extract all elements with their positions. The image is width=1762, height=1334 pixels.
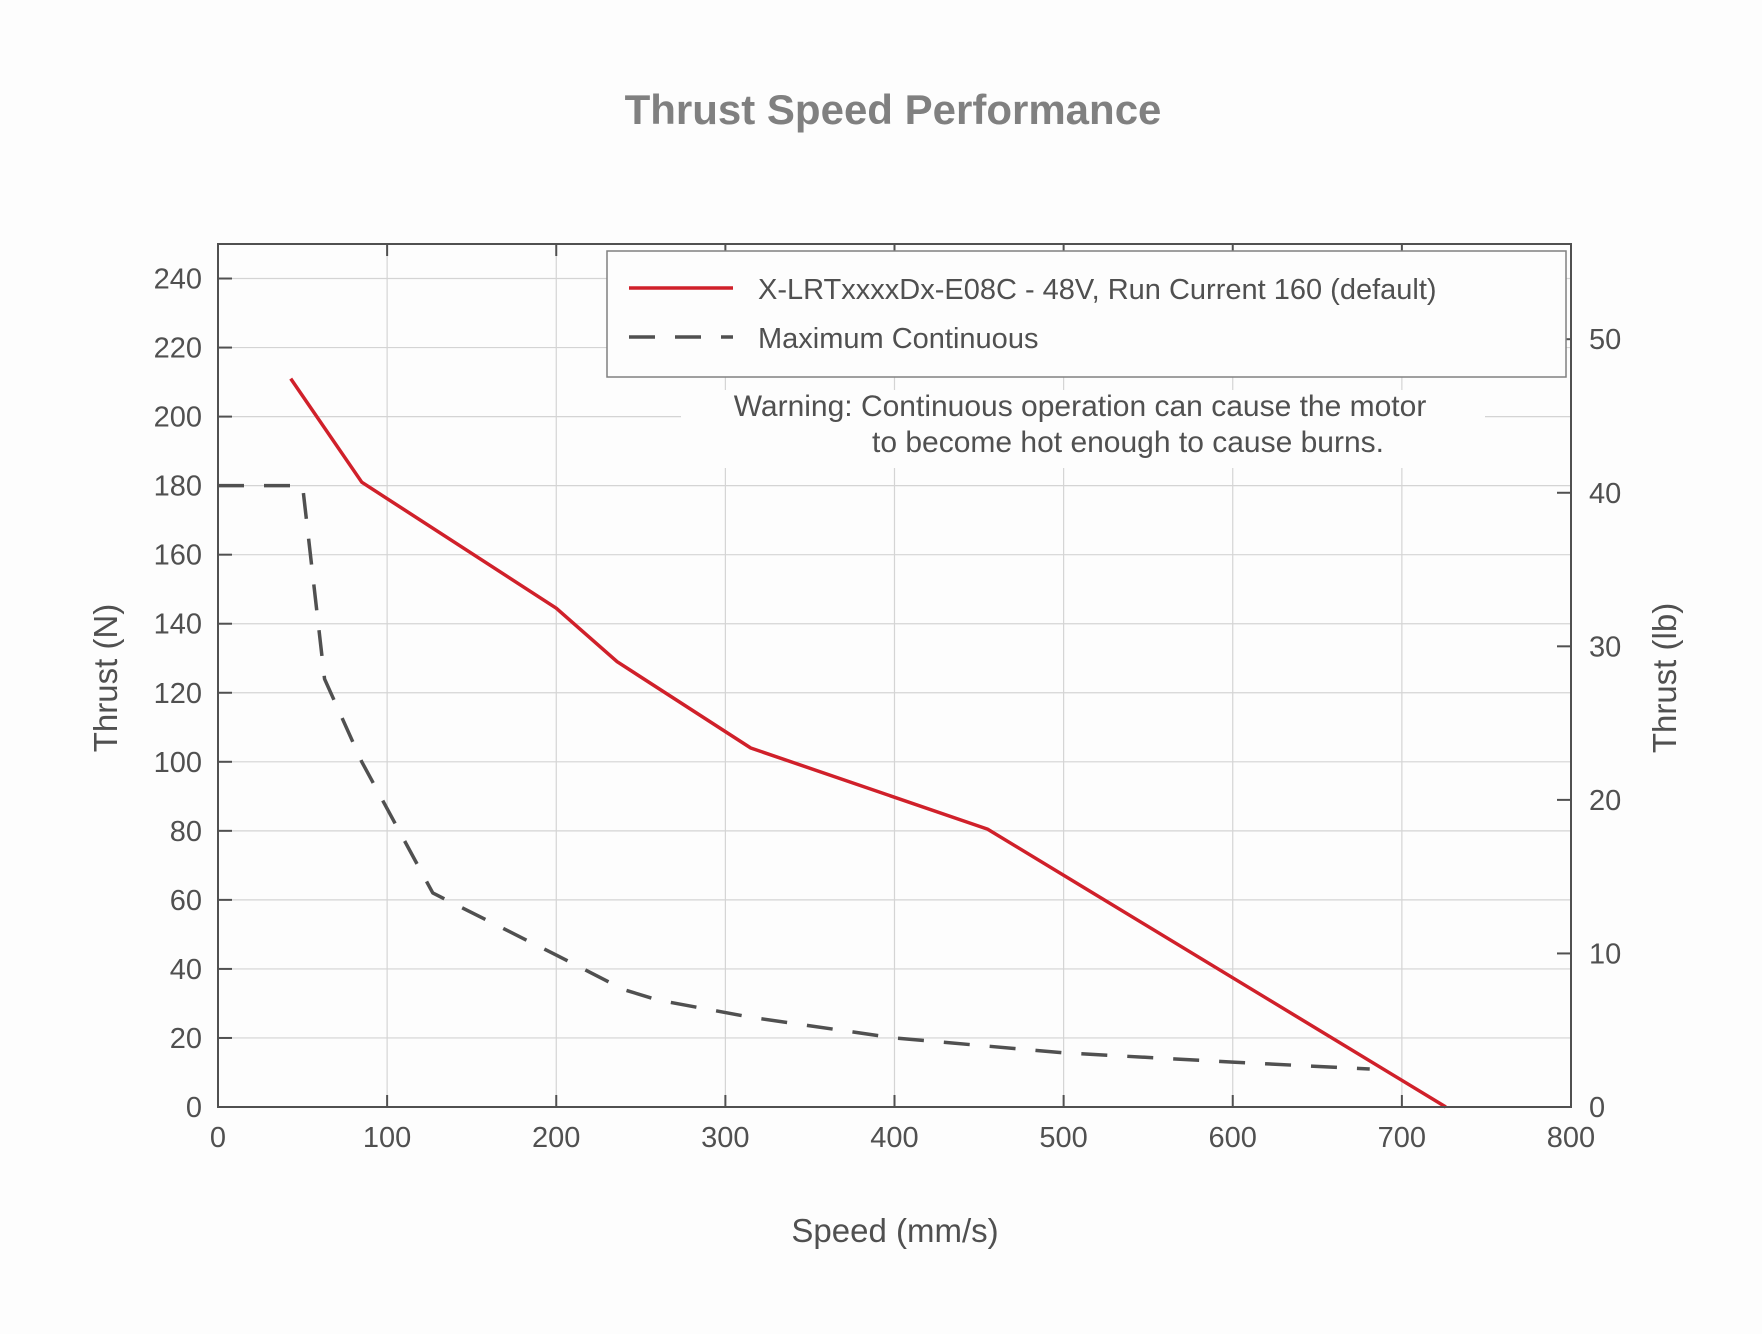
x-tick-label: 300: [701, 1122, 749, 1154]
legend-label-2: Maximum Continuous: [758, 323, 1038, 355]
x-tick-label: 700: [1378, 1122, 1426, 1154]
y-tick-label: 40: [170, 954, 202, 986]
y-right-tick-label: 50: [1589, 324, 1621, 356]
x-axis-label: Speed (mm/s): [791, 1212, 998, 1249]
x-tick-label: 400: [870, 1122, 918, 1154]
warning-background: [681, 390, 1485, 468]
x-tick-label: 0: [210, 1122, 226, 1154]
legend: X-LRTxxxxDx-E08C - 48V, Run Current 160 …: [606, 250, 1567, 378]
y-right-tick-label: 20: [1589, 785, 1621, 817]
y-tick-label: 140: [154, 609, 202, 641]
y-axis-right-label: Thrust (lb): [1646, 603, 1683, 753]
chart-title: Thrust Speed Performance: [625, 86, 1162, 133]
y-right-tick-label: 0: [1589, 1092, 1605, 1124]
y-right-tick-label: 10: [1589, 938, 1621, 970]
y-tick-label: 60: [170, 885, 202, 917]
y-tick-label: 120: [154, 678, 202, 710]
y-tick-label: 20: [170, 1023, 202, 1055]
y-tick-label: 0: [186, 1092, 202, 1124]
x-tick-label: 500: [1039, 1122, 1087, 1154]
y-tick-label: 220: [154, 333, 202, 365]
y-tick-label: 80: [170, 816, 202, 848]
y-tick-label: 180: [154, 471, 202, 503]
x-tick-label: 100: [363, 1122, 411, 1154]
warning-line-1: Warning: Continuous operation can cause …: [734, 390, 1427, 423]
y-tick-label: 100: [154, 747, 202, 779]
plot-frame: [217, 243, 1572, 1108]
y-tick-label: 200: [154, 402, 202, 434]
y-tick-label: 240: [154, 264, 202, 296]
x-tick-label: 200: [532, 1122, 580, 1154]
x-tick-label: 800: [1547, 1122, 1595, 1154]
warning-line-2: to become hot enough to cause burns.: [872, 426, 1384, 459]
legend-box: [606, 250, 1567, 378]
y-tick-label: 160: [154, 540, 202, 572]
axes: 0 100 200 300 400 500 600 700 800020406080100120…: [154, 243, 1621, 1154]
x-tick-label: 600: [1209, 1122, 1257, 1154]
legend-label-1: X-LRTxxxxDx-E08C - 48V, Run Current 160 …: [758, 274, 1437, 306]
y-right-tick-label: 40: [1589, 478, 1621, 510]
y-axis-label: Thrust (N): [87, 604, 124, 753]
y-right-tick-label: 30: [1589, 631, 1621, 663]
